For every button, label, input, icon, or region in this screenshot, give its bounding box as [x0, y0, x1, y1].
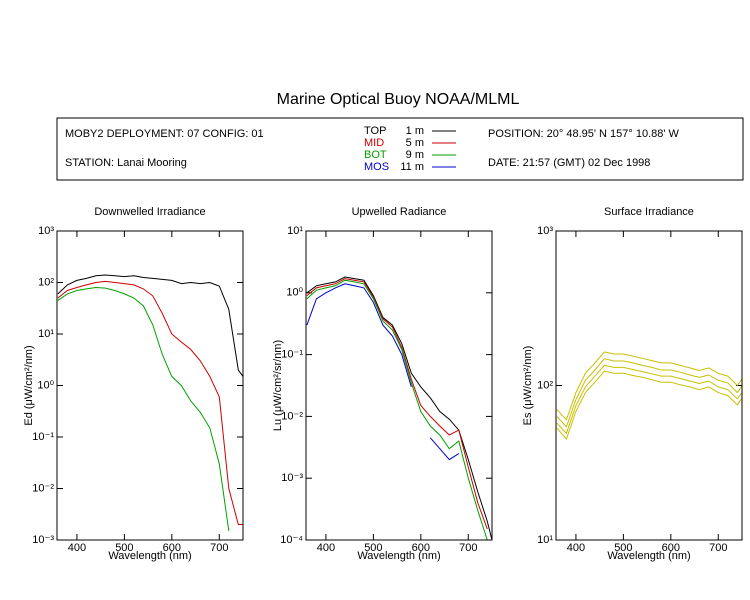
y-tick-label: 10² [38, 276, 54, 288]
x-tick-label: 700 [709, 542, 727, 554]
position: POSITION: 20° 48.95' N 157° 10.88' W [488, 128, 680, 140]
plot-frame [305, 230, 493, 541]
x-tick-label: 600 [662, 542, 680, 554]
data-line [306, 279, 488, 540]
x-tick-label: 700 [459, 542, 477, 554]
data-line [306, 276, 492, 540]
legend-label: MOS [364, 161, 389, 173]
y-tick-label: 10⁰ [286, 287, 303, 299]
legend-label: MID [364, 137, 384, 149]
x-axis-label: Wavelength (nm) [108, 550, 191, 562]
y-tick-label: 10⁻⁴ [280, 534, 303, 546]
data-line [306, 278, 488, 530]
y-tick-label: 10⁻¹ [281, 349, 303, 361]
y-tick-label: 10⁰ [37, 379, 54, 391]
y-tick-label: 10¹ [38, 328, 54, 340]
y-tick-label: 10⁻³ [32, 534, 54, 546]
y-tick-label: 10³ [38, 225, 54, 237]
x-tick-label: 400 [68, 542, 86, 554]
data-line [57, 286, 230, 531]
data-line [556, 370, 742, 441]
data-line [556, 351, 742, 421]
y-tick-label: 10⁻³ [281, 472, 303, 484]
y-axis-label: Ed (μW/cm²/nm) [23, 345, 35, 425]
y-tick-label: 10⁻² [32, 482, 54, 494]
x-tick-label: 600 [163, 542, 181, 554]
station: STATION: Lanai Mooring [65, 157, 187, 169]
y-tick-label: 10⁻² [281, 410, 303, 422]
y-tick-label: 10³ [537, 225, 553, 237]
x-tick-label: 400 [317, 542, 335, 554]
data-line [556, 358, 742, 428]
y-tick-label: 10² [537, 379, 553, 391]
x-tick-label: 500 [364, 542, 382, 554]
x-axis-label: Wavelength (nm) [357, 550, 440, 562]
y-tick-label: 10¹ [287, 225, 303, 237]
panel-title: Downwelled Irradiance [94, 206, 205, 218]
legend-label: BOT [364, 149, 387, 161]
panel-title: Surface Irradiance [604, 206, 694, 218]
legend-label: TOP [364, 125, 386, 137]
main-title: Marine Optical Buoy NOAA/MLML [277, 91, 520, 108]
y-tick-label: 10⁻¹ [32, 431, 54, 443]
legend-depth: 1 m [406, 125, 424, 137]
x-tick-label: 500 [115, 542, 133, 554]
data-line [57, 280, 243, 525]
y-tick-label: 10¹ [537, 534, 553, 546]
legend-depth: 11 m [400, 161, 424, 173]
x-tick-label: 600 [412, 542, 430, 554]
legend-depth: 9 m [406, 149, 424, 161]
data-line [306, 283, 460, 461]
data-line [556, 364, 742, 435]
deployment: MOBY2 DEPLOYMENT: 07 CONFIG: 01 [65, 128, 264, 140]
y-axis-label: Lu (μW/cm²/sr/nm) [272, 340, 284, 431]
y-axis-label: Es (μW/cm²/nm) [522, 346, 534, 426]
plot-frame [555, 230, 743, 541]
panel-title: Upwelled Radiance [352, 206, 447, 218]
data-line [57, 274, 243, 377]
x-tick-label: 500 [614, 542, 632, 554]
legend-depth: 5 m [406, 137, 424, 149]
info-box [56, 117, 744, 181]
x-axis-label: Wavelength (nm) [607, 550, 690, 562]
x-tick-label: 700 [210, 542, 228, 554]
x-tick-label: 400 [567, 542, 585, 554]
plot-frame [56, 230, 244, 541]
date: DATE: 21:57 (GMT) 02 Dec 1998 [488, 157, 650, 169]
